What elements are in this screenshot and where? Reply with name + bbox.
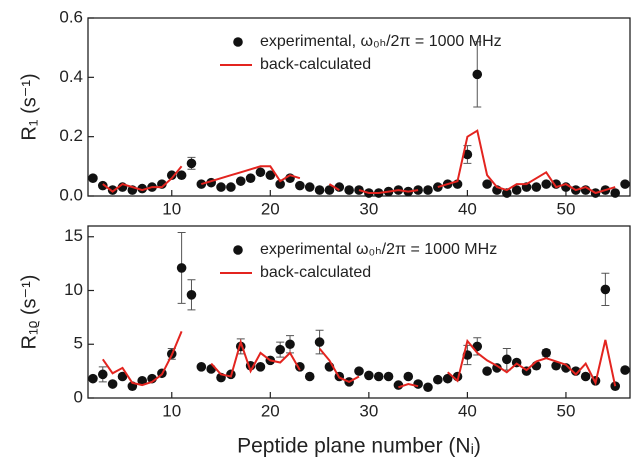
data-point (107, 379, 118, 389)
legend-label: back-calculated (260, 56, 371, 73)
x-tick-label: 40 (458, 401, 477, 420)
plot-frame (87, 225, 631, 399)
y-axis-label: R₁ (s⁻¹) (18, 73, 40, 140)
series-line (101, 331, 617, 389)
data-point (433, 374, 443, 385)
x-tick-label: 20 (261, 401, 280, 420)
data-point (107, 185, 118, 195)
legend-label: back-calculated (260, 264, 371, 281)
data-point (304, 371, 315, 382)
data-point (364, 370, 374, 381)
data-point (442, 373, 453, 384)
data-point (245, 173, 256, 183)
data-point (383, 371, 394, 382)
data-point (600, 284, 611, 295)
data-point (88, 173, 98, 183)
data-point (403, 371, 414, 382)
data-point (541, 179, 552, 189)
data-point (275, 179, 285, 189)
data-point (354, 366, 364, 376)
x-tick-label: 20 (261, 199, 280, 218)
x-tick-label: 10 (162, 199, 181, 218)
data-point (196, 362, 207, 372)
data-point (413, 185, 423, 195)
y-tick-label: 15 (64, 226, 83, 245)
data-point (423, 185, 433, 195)
y-tick-label: 10 (64, 280, 83, 299)
data-point (324, 185, 335, 195)
data-point (97, 369, 108, 380)
data-point (137, 183, 147, 194)
y-tick-label: 0 (74, 387, 83, 406)
y-tick-label: 5 (74, 334, 83, 353)
data-point (235, 176, 246, 186)
x-tick-label: 50 (556, 401, 575, 420)
y-tick-label: 0.4 (59, 67, 83, 86)
data-point (571, 366, 581, 376)
data-point (610, 188, 621, 198)
panel: 0 5 10 15 10 20 30 40 50 R₁ᵨ (s⁻¹) Peptide plane n… (18, 225, 631, 458)
y-tick-label: 0.0 (59, 185, 83, 204)
y-tick-label: 0.6 (59, 7, 83, 26)
data-point (206, 364, 216, 374)
data-point (472, 69, 483, 80)
data-point (295, 180, 305, 191)
data-point (186, 158, 197, 169)
data-point (373, 371, 384, 382)
data-point (354, 185, 364, 195)
data-point (117, 371, 128, 382)
data-point (502, 188, 512, 198)
data-point (620, 365, 630, 375)
data-point (482, 179, 492, 189)
panel: 0.0 0.2 0.4 0.6 10 20 30 40 50 R₁ (s⁻¹) experiment… (18, 7, 631, 218)
data-point (137, 376, 147, 386)
data-point (275, 344, 285, 355)
legend-label: experimental, ω₀ₕ/2π = 1000 MHz (260, 33, 502, 50)
data-point (314, 185, 325, 195)
data-point (255, 167, 266, 178)
x-tick-label: 30 (359, 199, 378, 218)
x-axis-label: Peptide plane number (Nᵢ) (237, 435, 481, 458)
data-point (226, 182, 236, 192)
data-point (561, 363, 571, 373)
data-point (304, 182, 315, 192)
data-point (314, 337, 325, 347)
series-line (102, 129, 616, 195)
x-tick-label: 30 (359, 401, 378, 420)
data-point (423, 382, 433, 393)
data-point (511, 185, 522, 195)
data-point (285, 339, 295, 350)
x-tick-label: 50 (556, 199, 575, 218)
data-point (166, 170, 177, 181)
data-point (393, 380, 404, 390)
data-point (176, 170, 187, 181)
data-point (551, 360, 561, 371)
data-point (265, 170, 276, 181)
data-point (531, 182, 542, 192)
data-point (255, 362, 266, 372)
data-point (344, 185, 354, 195)
y-tick-label: 0.2 (59, 126, 83, 145)
legend-marker (233, 245, 243, 255)
x-tick-label: 40 (458, 199, 477, 218)
data-point (186, 290, 197, 300)
data-point (97, 180, 108, 191)
data-point (502, 354, 512, 365)
data-point (482, 366, 492, 376)
data-point (88, 373, 98, 384)
legend-marker (233, 37, 243, 47)
data-point (541, 348, 552, 358)
data-point (216, 182, 226, 192)
legend-label: experimental ω₀ₕ/2π = 1000 MHz (260, 241, 497, 258)
x-tick-label: 10 (162, 401, 181, 420)
data-point (620, 179, 630, 189)
data-point (580, 371, 591, 382)
data-point (413, 379, 423, 389)
y-axis-label: R₁ᵨ (s⁻¹) (18, 275, 40, 350)
data-point (176, 263, 187, 273)
plot-frame (87, 17, 631, 197)
